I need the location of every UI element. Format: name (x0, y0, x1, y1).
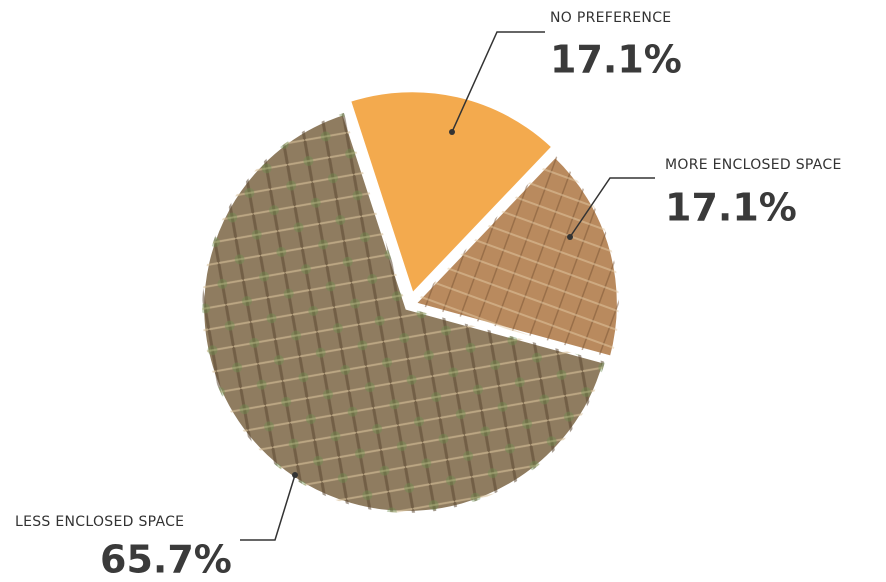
chart: NO PREFERENCE 17.1% MORE ENCLOSED SPACE 17.… (0, 0, 886, 582)
value-label: 17.1% (550, 38, 682, 82)
leader-dot (292, 472, 298, 478)
leader-dot (567, 234, 573, 240)
value-label: 65.7% (100, 538, 232, 582)
pie (202, 90, 619, 513)
category-label: MORE ENCLOSED SPACE (665, 157, 842, 173)
leader-dot (449, 129, 455, 135)
value-label: 17.1% (665, 186, 797, 230)
category-label: NO PREFERENCE (550, 10, 671, 26)
category-label: LESS ENCLOSED SPACE (15, 514, 184, 530)
leader-line (240, 475, 295, 540)
